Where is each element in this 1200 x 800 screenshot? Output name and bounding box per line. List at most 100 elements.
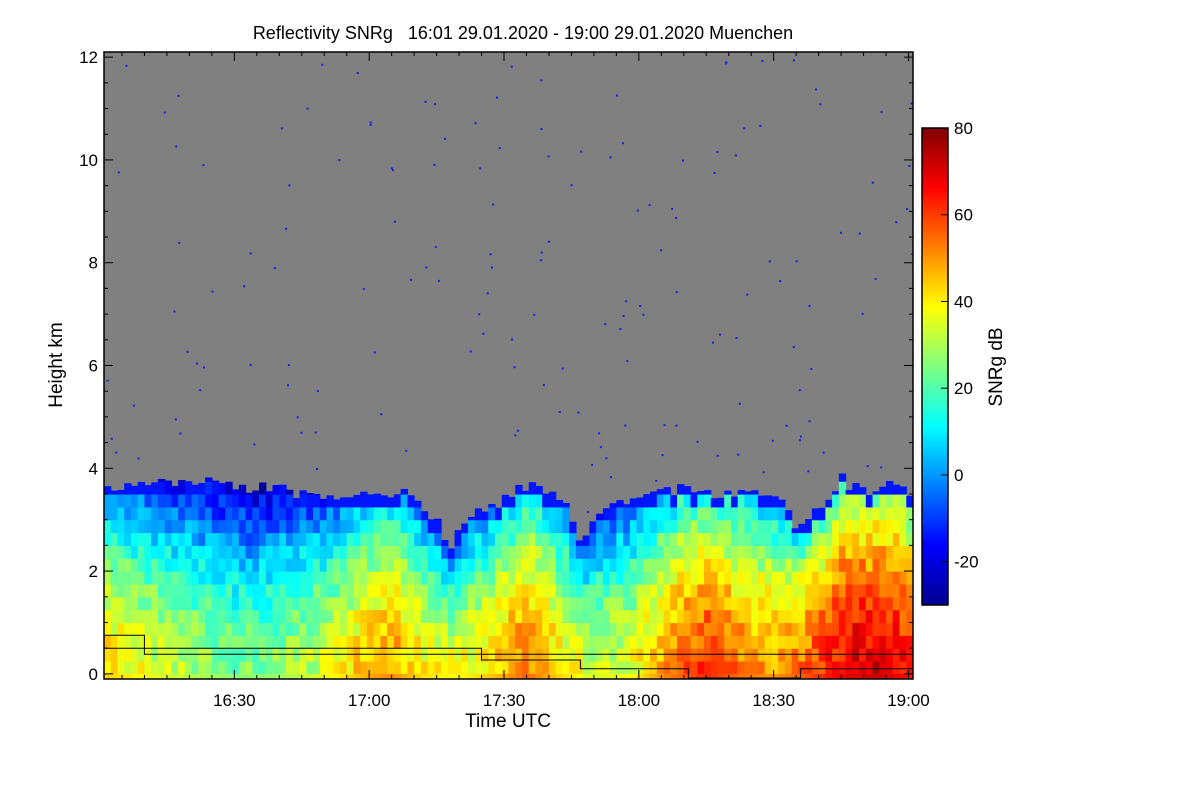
heatmap-cell: [791, 545, 799, 559]
heatmap-cell: [387, 545, 395, 559]
heatmap-cell: [623, 506, 631, 521]
heatmap-cell: [232, 558, 240, 572]
heatmap-cell: [670, 673, 678, 679]
heatmap-cell: [710, 609, 719, 624]
heatmap-cell: [515, 583, 523, 598]
heatmap-cell: [683, 519, 692, 534]
heatmap-cell: [892, 609, 901, 624]
heatmap-cell: [117, 622, 125, 636]
heatmap-cell: [218, 506, 226, 521]
heatmap-cell: [838, 583, 847, 598]
heatmap-cell: [838, 481, 847, 495]
heatmap-cell: [218, 635, 226, 649]
heatmap-cell: [764, 635, 773, 649]
heatmap-cell: [312, 661, 321, 675]
heatmap-cell: [825, 506, 833, 521]
heatmap-cell: [751, 648, 759, 662]
heatmap-cell: [542, 583, 550, 598]
heatmap-cell: [643, 519, 651, 534]
heatmap-cell: [387, 609, 395, 624]
heatmap-cell: [778, 545, 786, 559]
heatmap-cell: [670, 545, 678, 559]
heatmap-cell: [892, 622, 901, 636]
heatmap-cell: [663, 493, 671, 508]
heatmap-cell: [265, 609, 274, 624]
noise-speckle: [858, 232, 861, 235]
heatmap-cell: [272, 493, 280, 508]
heatmap-cell: [414, 500, 422, 508]
heatmap-cell: [339, 635, 348, 649]
heatmap-cell: [562, 661, 570, 675]
heatmap-cell: [501, 506, 510, 521]
heatmap-cell: [279, 661, 287, 675]
heatmap-cell: [663, 558, 671, 572]
heatmap-cell: [387, 622, 395, 636]
heatmap-cell: [407, 596, 415, 611]
heatmap-cell: [805, 583, 813, 598]
heatmap-cell: [555, 571, 564, 585]
heatmap-cell: [333, 583, 341, 598]
heatmap-cell: [528, 532, 537, 546]
heatmap-cell: [198, 482, 206, 495]
heatmap-cell: [838, 506, 847, 521]
heatmap-cell: [596, 583, 604, 598]
heatmap-cell: [677, 596, 685, 611]
heatmap-cell: [407, 506, 415, 521]
noise-speckle: [314, 431, 317, 434]
heatmap-cell: [697, 583, 705, 598]
heatmap-cell: [495, 558, 503, 572]
heatmap-cell: [542, 596, 550, 611]
heatmap-cell: [515, 571, 523, 585]
heatmap-cell: [515, 648, 523, 662]
heatmap-cell: [380, 622, 388, 636]
heatmap-cell: [184, 532, 193, 546]
heatmap-cell: [474, 558, 483, 572]
heatmap-cell: [252, 609, 260, 624]
heatmap-cell: [548, 571, 557, 585]
heatmap-cell: [346, 583, 355, 598]
heatmap-cell: [616, 673, 624, 679]
heatmap-cell: [292, 622, 301, 636]
heatmap-cell: [508, 571, 516, 585]
heatmap-cell: [589, 622, 597, 636]
heatmap-cell: [838, 493, 847, 508]
heatmap-cell: [784, 673, 793, 679]
heatmap-cell: [643, 648, 651, 662]
heatmap-cell: [798, 583, 806, 598]
heatmap-cell: [434, 635, 442, 649]
heatmap-cell: [225, 493, 233, 508]
heatmap-cell: [906, 532, 913, 546]
noise-speckle: [636, 209, 639, 212]
noise-speckle: [807, 470, 810, 473]
heatmap-cell: [259, 648, 267, 662]
heatmap-cell: [575, 622, 584, 636]
heatmap-cell: [265, 596, 274, 611]
heatmap-cell: [724, 506, 732, 521]
heatmap-cell: [312, 532, 321, 546]
heatmap-cell: [589, 521, 597, 534]
heatmap-cell: [623, 532, 631, 546]
heatmap-cell: [643, 571, 651, 585]
heatmap-cell: [650, 661, 658, 675]
heatmap-cell: [184, 545, 193, 559]
heatmap-cell: [474, 622, 483, 636]
noise-speckle: [734, 154, 737, 157]
heatmap-cell: [346, 506, 355, 521]
heatmap-cell: [616, 622, 624, 636]
heatmap-cell: [353, 609, 361, 624]
heatmap-cell: [650, 673, 658, 679]
heatmap-cell: [151, 583, 159, 598]
heatmap-cell: [548, 506, 557, 521]
heatmap-cell: [164, 596, 173, 611]
heatmap-cell: [784, 622, 793, 636]
heatmap-cell: [164, 481, 173, 495]
heatmap-cell: [865, 571, 874, 585]
noise-speckle: [106, 379, 109, 382]
heatmap-cell: [474, 508, 483, 521]
noise-speckle: [469, 350, 472, 353]
heatmap-cell: [346, 571, 355, 585]
noise-speckle: [514, 434, 517, 437]
heatmap-cell: [447, 596, 456, 611]
heatmap-cell: [589, 583, 597, 598]
heatmap-cell: [420, 622, 429, 636]
